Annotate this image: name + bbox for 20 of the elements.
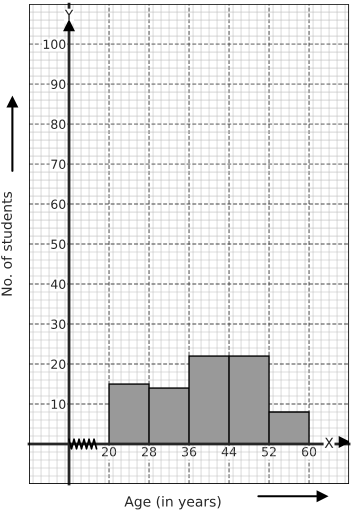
y-axis-title: No. of students [1, 192, 12, 296]
y-tick-label: 100 [44, 40, 66, 49]
x-axis-title: Age (in years) [124, 496, 221, 510]
y-tick-label: 80 [51, 120, 66, 129]
x-tick-label: 60 [302, 446, 316, 456]
annotation: X [324, 438, 334, 448]
x-tick-label: 28 [142, 446, 156, 456]
y-tick-label: 70 [51, 160, 66, 169]
x-tick-label: 52 [262, 446, 276, 456]
y-tick-label: 50 [51, 240, 66, 249]
x-tick-label: 36 [182, 446, 196, 456]
y-tick-label: 40 [50, 280, 66, 289]
x-tick-label: 20 [102, 446, 116, 456]
annotation: Y [64, 10, 74, 20]
y-tick-label: 90 [51, 80, 66, 89]
y-tick-label: 60 [51, 200, 66, 209]
y-tick-label: 10 [52, 399, 66, 409]
y-tick-label: 30 [51, 319, 66, 329]
x-tick-label: 44 [222, 447, 236, 456]
y-tick-label: 20 [51, 359, 66, 369]
